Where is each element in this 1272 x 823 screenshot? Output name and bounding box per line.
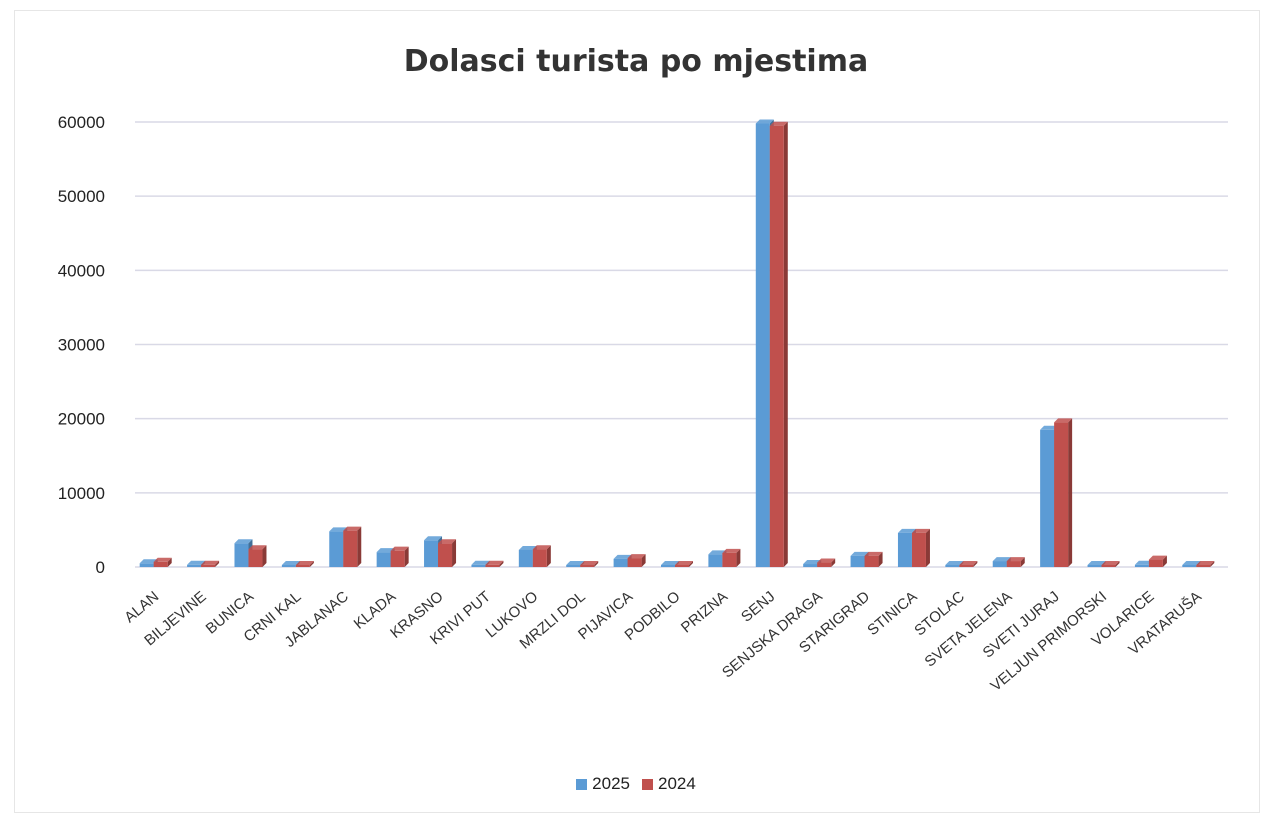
- bar-2024-jablanac: [343, 526, 362, 567]
- bar-2024-sveta-jelena: [1006, 557, 1025, 567]
- legend-swatch-2024: [642, 778, 653, 790]
- legend-item-2024: 2024: [642, 774, 696, 794]
- y-tick-label: 40000: [58, 261, 105, 280]
- legend-item-2025: 2025: [576, 774, 630, 794]
- y-tick-label: 20000: [58, 410, 105, 429]
- y-tick-label: 60000: [58, 113, 105, 132]
- chart-frame: [14, 10, 1260, 813]
- bar-2024-pijavica: [627, 554, 646, 567]
- bar-2024-krivi-put: [485, 560, 504, 567]
- bar-2024-senj: [769, 121, 788, 567]
- bar-2024-mrzli-dol: [580, 561, 599, 567]
- bar-2024-vrataruša: [1196, 561, 1215, 567]
- y-tick-label: 50000: [58, 187, 105, 206]
- bar-2024-stolac: [959, 561, 978, 567]
- x-tick-label: ALAN: [121, 588, 162, 626]
- x-tick-label: SENJ: [738, 588, 778, 626]
- bar-2024-podbilo: [675, 561, 693, 567]
- legend-swatch-2025: [576, 778, 588, 790]
- x-tick-label: PRIZNA: [678, 588, 731, 636]
- legend: 2025 2024: [0, 774, 1272, 794]
- bar-2024-prizna: [722, 548, 741, 567]
- bar-2024-biljevine: [201, 560, 220, 567]
- bar-2024-sveti-juraj: [1054, 418, 1073, 567]
- bar-2024-krasno: [438, 539, 457, 567]
- y-tick-label: 30000: [58, 336, 105, 355]
- y-tick-label: 10000: [58, 484, 105, 503]
- y-tick-label: 0: [96, 558, 105, 577]
- bar-2024-volarice: [1148, 555, 1167, 567]
- chart-title: Dolasci turista po mjestima: [403, 44, 869, 79]
- bar-2024-senjska-draga: [817, 558, 836, 567]
- bar-2024-alan: [153, 557, 172, 567]
- legend-label-2024: 2024: [658, 774, 696, 793]
- bar-2024-klada: [390, 546, 409, 567]
- x-tick-label: STINICA: [864, 588, 920, 639]
- bar-2024-veljun-primorski: [1101, 561, 1120, 567]
- bar-2024-starigrad: [864, 551, 883, 567]
- bar-2024-stinica: [911, 528, 930, 567]
- bar-2024-lukovo: [532, 545, 551, 567]
- bar-2024-crni-kal: [295, 561, 314, 567]
- bar-2024-bunica: [248, 545, 267, 567]
- legend-label-2025: 2025: [592, 774, 630, 793]
